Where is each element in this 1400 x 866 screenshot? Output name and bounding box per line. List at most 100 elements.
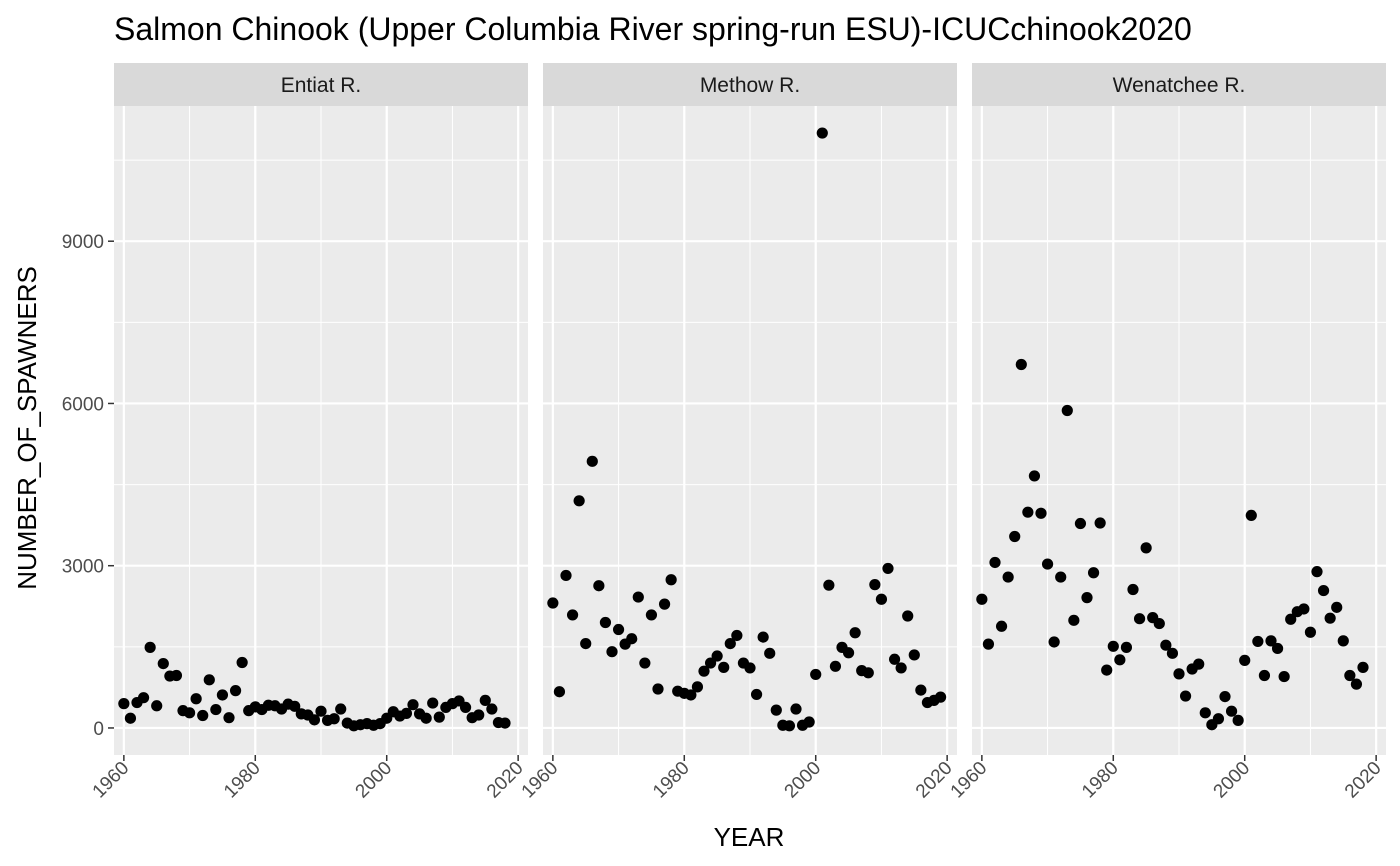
facet-strip-label: Methow R. xyxy=(700,74,800,97)
data-point xyxy=(1285,613,1297,625)
data-point xyxy=(315,705,327,717)
data-point xyxy=(711,650,723,662)
data-point xyxy=(810,668,822,681)
x-tick-label: 2000 xyxy=(781,758,826,803)
data-point xyxy=(764,647,776,659)
data-point xyxy=(1120,641,1133,653)
data-point xyxy=(1271,642,1284,655)
data-point xyxy=(1278,670,1290,683)
data-point xyxy=(612,623,625,636)
facet-strip xyxy=(114,63,528,106)
data-point xyxy=(586,455,598,467)
data-point xyxy=(803,716,815,728)
data-point xyxy=(1252,635,1264,648)
data-point xyxy=(934,691,947,703)
data-point xyxy=(1127,583,1139,596)
data-point xyxy=(731,629,743,642)
data-point xyxy=(862,667,874,679)
x-tick-label: 2020 xyxy=(483,758,528,803)
data-point xyxy=(691,681,704,693)
data-point xyxy=(783,720,796,732)
data-point xyxy=(816,127,828,139)
data-point xyxy=(1022,506,1034,518)
y-axis-label: NUMBER_OF_SPAWNERS xyxy=(12,266,42,590)
y-axis: 0 3000 6000 9000 xyxy=(62,232,114,740)
data-point xyxy=(1219,690,1231,703)
data-point xyxy=(593,580,605,592)
data-point xyxy=(1041,558,1054,570)
data-point xyxy=(560,569,572,582)
x-tick-label: 1960 xyxy=(89,758,134,803)
data-point xyxy=(658,598,671,610)
data-point xyxy=(626,633,638,645)
x-tick-label: 1980 xyxy=(649,758,694,803)
data-point xyxy=(1245,509,1257,522)
data-point xyxy=(1331,601,1343,613)
data-point xyxy=(606,646,618,658)
data-point xyxy=(1107,640,1119,652)
data-point xyxy=(328,713,340,725)
data-point xyxy=(1055,571,1067,583)
x-tick-label: 1960 xyxy=(947,758,992,803)
data-point xyxy=(1350,678,1363,690)
x-axis-label: YEAR xyxy=(714,822,785,852)
data-point xyxy=(137,692,150,704)
data-point xyxy=(842,647,855,659)
facet-panel: Wenatchee R. 1960 1980 2000 2020 xyxy=(947,63,1386,802)
data-point xyxy=(652,683,664,695)
data-point xyxy=(976,593,988,605)
data-point xyxy=(1015,358,1027,371)
data-point xyxy=(645,609,658,621)
facet-strip xyxy=(972,63,1386,106)
data-point xyxy=(895,662,907,674)
data-point xyxy=(1087,567,1100,579)
data-point xyxy=(1337,635,1349,647)
data-point xyxy=(499,717,511,729)
data-point xyxy=(989,556,1001,569)
data-point xyxy=(1212,713,1225,725)
data-point xyxy=(718,661,730,673)
x-tick-label: 1980 xyxy=(1078,758,1123,803)
data-point xyxy=(190,693,202,705)
data-point xyxy=(479,694,491,706)
data-point xyxy=(995,620,1008,632)
data-point xyxy=(486,703,498,715)
data-point xyxy=(197,709,209,722)
data-point xyxy=(665,574,677,586)
data-point xyxy=(770,704,782,716)
x-tick-label: 2000 xyxy=(352,758,397,803)
data-point xyxy=(335,703,347,715)
data-point xyxy=(236,656,248,669)
data-point xyxy=(704,657,717,669)
data-point xyxy=(580,637,592,650)
data-point xyxy=(1133,613,1146,625)
data-point xyxy=(1153,617,1165,630)
facet-strip-label: Wenatchee R. xyxy=(1113,74,1246,97)
data-point xyxy=(1048,636,1060,648)
data-point xyxy=(459,701,472,714)
data-point xyxy=(170,669,183,682)
data-point xyxy=(875,593,888,605)
data-point xyxy=(183,707,196,719)
x-tick-label: 2000 xyxy=(1210,758,1255,803)
data-point xyxy=(632,591,644,603)
facet-panels: Entiat R. 1960 1980 2000 2020 Methow R. 1960 19… xyxy=(89,63,1386,802)
data-point xyxy=(203,674,215,686)
data-point xyxy=(724,637,736,650)
data-point xyxy=(1258,669,1271,682)
data-point xyxy=(1140,542,1152,554)
data-point xyxy=(420,712,432,724)
data-point xyxy=(308,714,321,726)
data-point xyxy=(1035,507,1047,519)
y-tick-label: 6000 xyxy=(62,394,104,415)
facet-panel: Methow R. 1960 1980 2000 2020 xyxy=(518,63,957,802)
data-point xyxy=(1265,635,1277,647)
x-tick-label: 1980 xyxy=(220,758,265,803)
facet-strip-label: Entiat R. xyxy=(281,74,362,97)
data-point xyxy=(407,699,419,711)
data-point xyxy=(1028,470,1041,482)
data-point xyxy=(210,703,222,716)
data-point xyxy=(547,597,559,609)
data-point xyxy=(1357,661,1369,673)
